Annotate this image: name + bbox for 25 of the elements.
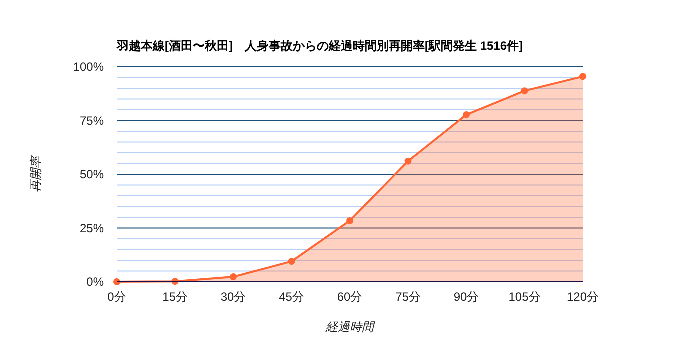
point [288, 258, 296, 266]
x-tick-label: 120分 [566, 290, 600, 304]
y-tick-label: 50% [80, 168, 104, 182]
point [114, 278, 120, 286]
x-tick-label: 90分 [454, 290, 480, 304]
x-tick-label: 45分 [279, 290, 304, 304]
y-tick-label: 25% [80, 221, 104, 236]
point [404, 158, 412, 165]
chart-title: 羽越本線[酒田〜秋田] 人身事故からの経過時間別再開率[駅間発生 1516件] [116, 39, 524, 53]
point [463, 111, 470, 118]
y-axis-title: 再開率 [29, 154, 43, 192]
x-axis-title: 経過時間 [325, 320, 376, 334]
x-tick-label: 0分 [108, 290, 126, 304]
point [346, 217, 354, 224]
x-tick-label: 105分 [508, 290, 541, 304]
y-tick-label: 100% [73, 60, 104, 74]
x-tick-label: 15分 [162, 290, 188, 304]
y-tick-label: 0% [86, 275, 104, 289]
point [521, 88, 528, 95]
x-tick-label: 30分 [220, 290, 246, 304]
point [580, 73, 586, 80]
x-tick-label: 75分 [396, 290, 421, 304]
point [230, 274, 237, 281]
x-tick-label: 60分 [337, 290, 363, 304]
y-tick-label: 75% [80, 114, 104, 128]
